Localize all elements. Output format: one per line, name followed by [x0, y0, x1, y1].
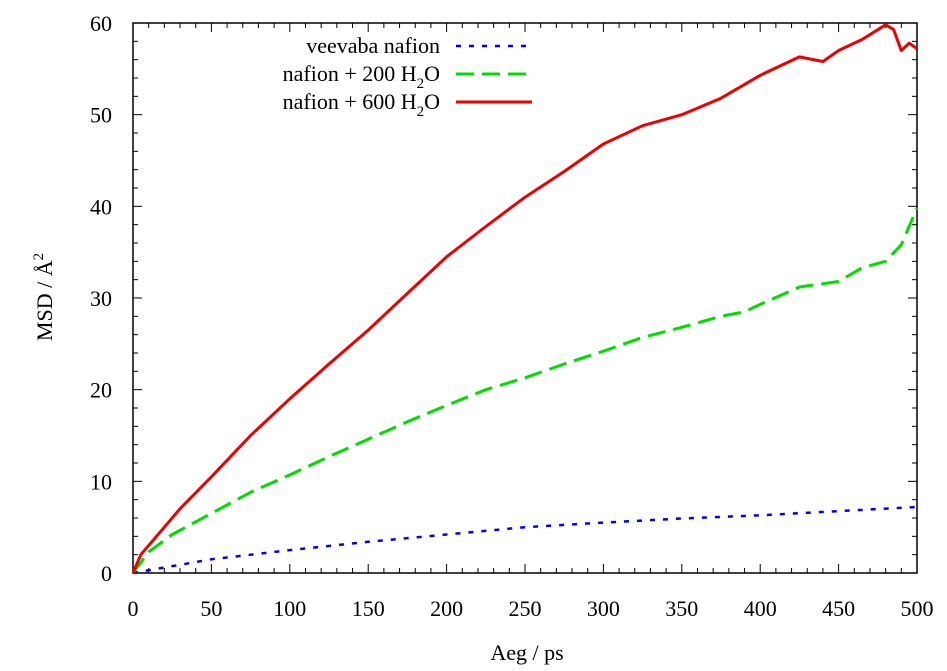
x-tick-label: 300: [587, 596, 620, 621]
plot-frame: [132, 22, 918, 574]
series-group: [131, 23, 919, 575]
x-axis-label: Aeg / ps: [490, 640, 563, 665]
y-tick-label: 50: [90, 103, 112, 128]
y-tick-label: 0: [101, 561, 112, 586]
x-tick-label: 400: [744, 596, 777, 621]
x-tick-label: 250: [509, 596, 542, 621]
x-tick-label: 200: [430, 596, 463, 621]
y-tick-label: 60: [90, 11, 112, 36]
legend-label-2: nafion + 200 H2O: [283, 61, 440, 92]
legend-label-3: nafion + 600 H2O: [283, 89, 440, 120]
x-tick-label: 0: [128, 596, 139, 621]
y-tick-label: 30: [90, 286, 112, 311]
y-axis-label-sup: 2: [31, 253, 47, 261]
plot-axes: [132, 22, 918, 574]
x-tick-label: 500: [901, 596, 934, 621]
x-tick-label: 150: [352, 596, 385, 621]
series-line-2: [131, 207, 919, 574]
y-axis-label: MSD / Å2: [31, 253, 57, 341]
x-tick-label: 350: [665, 596, 698, 621]
x-tick-label: 100: [273, 596, 306, 621]
axis-ticks: 0 50 100 150 200 250 300 350 400 450 500 0 10 20 30 40 5…: [90, 11, 934, 621]
y-tick-label: 10: [90, 469, 112, 494]
series-line-1: [132, 505, 918, 575]
x-tick-label: 50: [200, 596, 222, 621]
y-axis-label-main: MSD / Å: [32, 260, 57, 341]
y-tick-label: 40: [90, 194, 112, 219]
y-tick-label: 20: [90, 378, 112, 403]
series-line-3: [131, 23, 918, 574]
legend-label-1: veevaba nafion: [306, 33, 440, 58]
x-tick-label: 450: [822, 596, 855, 621]
